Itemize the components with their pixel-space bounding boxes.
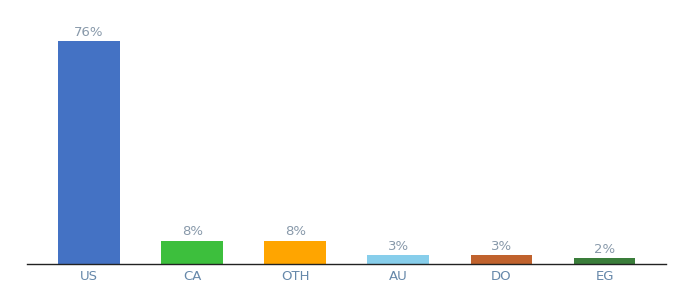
Text: 3%: 3% [491,240,512,253]
Bar [161,241,223,264]
Bar [574,258,636,264]
Bar [265,241,326,264]
Bar [367,255,429,264]
Bar [471,255,532,264]
Text: 2%: 2% [594,243,615,256]
Bar [58,41,120,264]
Text: 3%: 3% [388,240,409,253]
Text: 76%: 76% [74,26,104,39]
Text: 8%: 8% [285,225,306,238]
Text: 8%: 8% [182,225,203,238]
